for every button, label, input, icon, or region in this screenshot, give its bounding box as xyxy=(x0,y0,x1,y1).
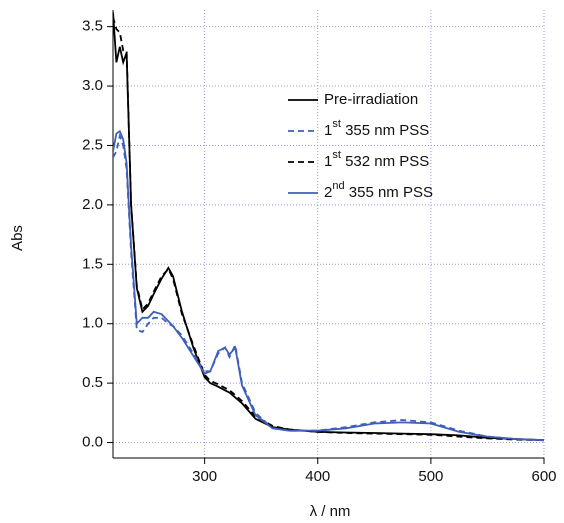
y-tick-label: 2.5 xyxy=(82,136,103,153)
y-tick-label: 3.0 xyxy=(82,77,103,94)
x-tick-label: 500 xyxy=(418,468,443,485)
x-axis-label: λ / nm xyxy=(310,503,351,520)
y-tick-label: 0.0 xyxy=(82,434,103,451)
x-tick-label: 300 xyxy=(192,468,217,485)
y-tick-label: 1.5 xyxy=(82,255,103,272)
series-line xyxy=(113,132,544,442)
legend-label: 1st 532 nm PSS xyxy=(324,149,429,170)
series-line xyxy=(113,16,544,442)
legend-label: 2nd 355 nm PSS xyxy=(324,180,433,201)
x-tick-label: 600 xyxy=(531,468,556,485)
y-tick-label: 2.0 xyxy=(82,196,103,213)
y-tick-label: 3.5 xyxy=(82,18,103,35)
y-tick-label: 0.5 xyxy=(82,374,103,391)
legend-label: 1st 355 nm PSS xyxy=(324,118,429,139)
y-tick-label: 1.0 xyxy=(82,315,103,332)
legend-label: Pre-irradiation xyxy=(324,91,418,108)
x-tick-label: 400 xyxy=(305,468,330,485)
y-axis-label: Abs xyxy=(9,225,26,251)
series-line xyxy=(113,129,544,442)
series-line xyxy=(113,12,544,442)
